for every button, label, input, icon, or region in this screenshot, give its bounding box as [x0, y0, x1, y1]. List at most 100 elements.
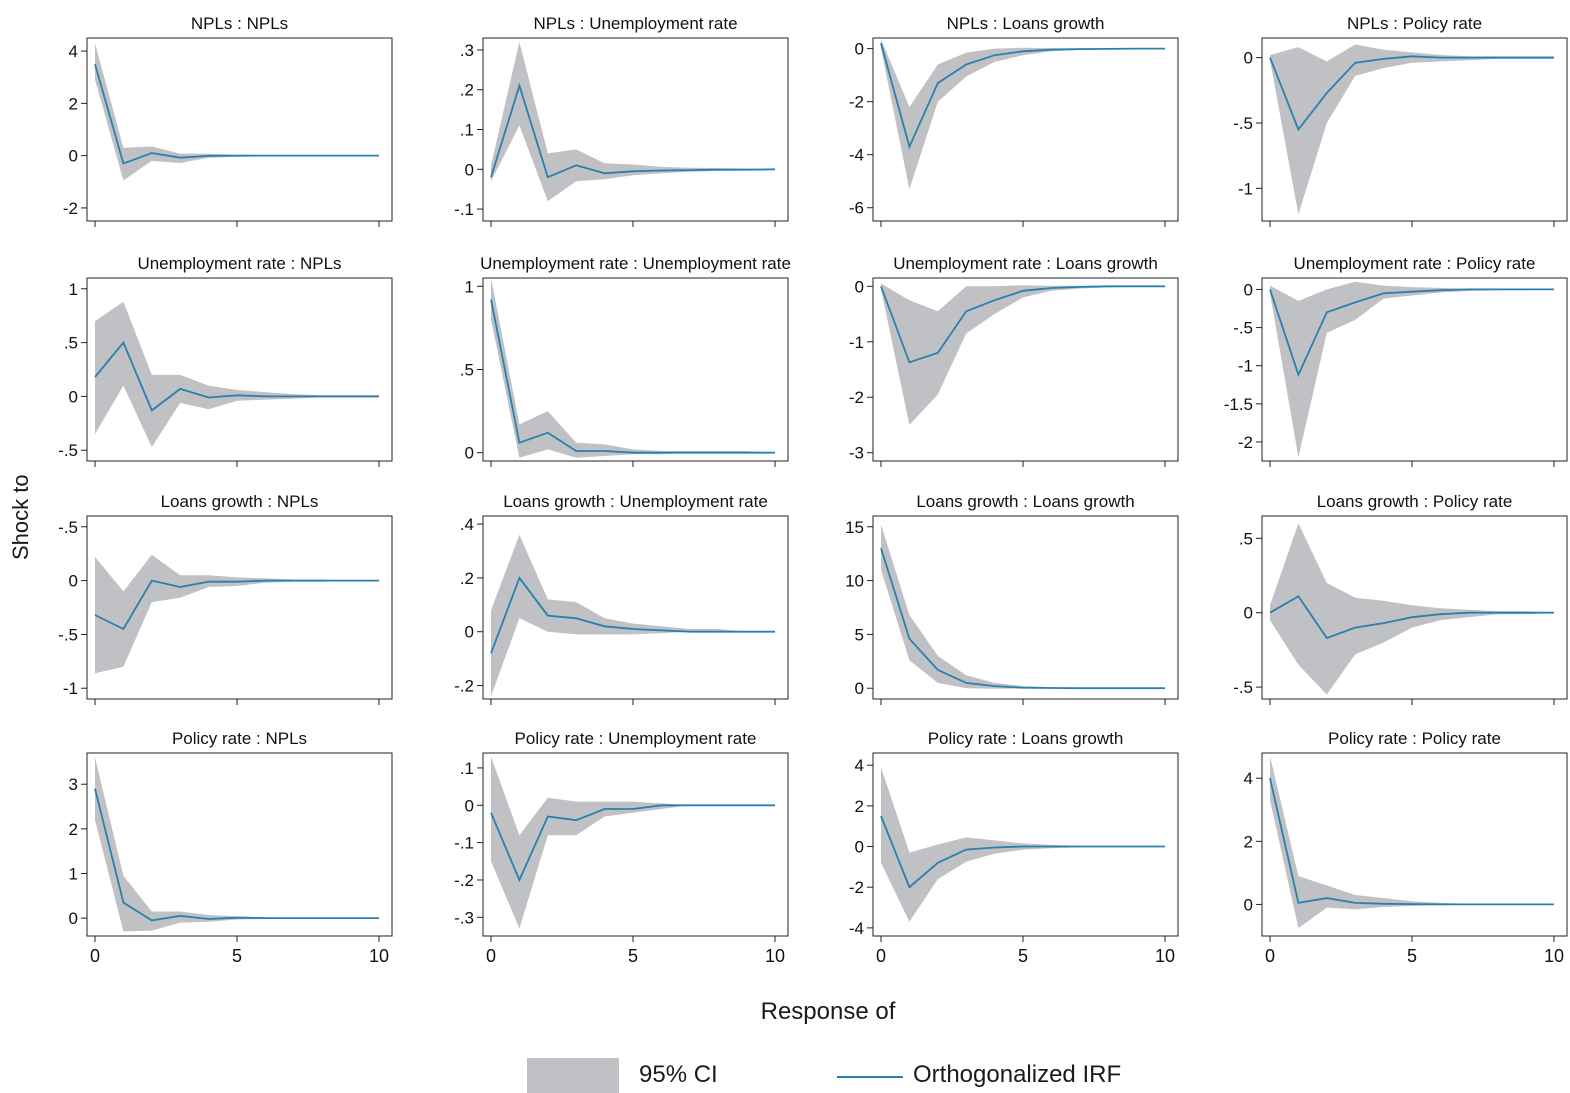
x-tick-label: 10 — [765, 946, 785, 966]
y-tick-label: -2 — [849, 878, 864, 897]
y-tick-label: 5 — [855, 625, 864, 644]
y-tick-label: -.1 — [454, 200, 474, 219]
y-tick-label: .2 — [460, 81, 474, 100]
y-tick-label: -1.5 — [1224, 395, 1253, 414]
irf-line — [880, 43, 1165, 150]
panel-title: NPLs : Policy rate — [1347, 14, 1482, 33]
panel-title: Unemployment rate : Policy rate — [1294, 254, 1536, 273]
irf-panel: Loans growth : NPLs -.5 0 -.5 -1 — [58, 492, 393, 705]
y-tick-label: .1 — [460, 121, 474, 140]
legend: 95% CI Orthogonalized IRF — [527, 1058, 1187, 1093]
panel-title: Policy rate : Policy rate — [1328, 729, 1501, 748]
panel-title: Policy rate : Loans growth — [928, 729, 1124, 748]
irf-panel: Policy rate : Loans growth 4 2 0 -2 -4 0 5 10 — [849, 729, 1179, 966]
y-tick-label: -.5 — [1233, 678, 1253, 697]
y-tick-label: .5 — [64, 334, 78, 353]
y-tick-label: -.2 — [454, 677, 474, 696]
irf-panel: Unemployment rate : Policy rate 0 -.5 -1 -1.… — [1224, 254, 1568, 467]
y-tick-label: -.3 — [454, 908, 474, 927]
panel-title: Policy rate : Unemployment rate — [515, 729, 757, 748]
irf-panel: NPLs : Unemployment rate .3 .2 .1 0 -.1 — [454, 14, 789, 227]
y-tick-label: 0 — [69, 909, 78, 928]
x-tick-label: 0 — [486, 946, 496, 966]
y-tick-label: 0 — [1244, 49, 1253, 68]
irf-line — [94, 579, 379, 631]
y-tick-label: 2 — [69, 820, 78, 839]
y-tick-label: .5 — [1239, 529, 1253, 548]
y-tick-label: 2 — [855, 797, 864, 816]
ci-band — [1270, 44, 1554, 215]
y-tick-label: -.1 — [454, 834, 474, 853]
panel-title: Loans growth : Loans growth — [916, 492, 1134, 511]
y-tick-label: -2 — [849, 388, 864, 407]
x-tick-label: 0 — [1265, 946, 1275, 966]
y-tick-label: 0 — [855, 277, 864, 296]
y-tick-label: -1 — [1238, 357, 1253, 376]
y-tick-label: .4 — [460, 515, 474, 534]
panel-frame — [1261, 37, 1568, 222]
y-tick-label: 10 — [845, 572, 864, 591]
y-tick-label: 1 — [69, 865, 78, 884]
panel-frame — [1261, 752, 1568, 937]
y-tick-label: 2 — [1244, 832, 1253, 851]
y-tick-label: 1 — [465, 277, 474, 296]
y-tick-label: .3 — [460, 41, 474, 60]
panel-title: Unemployment rate : Unemployment rate — [480, 254, 791, 273]
x-tick-label: 10 — [1544, 946, 1564, 966]
irf-panel: Policy rate : Policy rate 4 2 0 0 5 10 — [1244, 729, 1568, 966]
ci-band — [95, 43, 379, 181]
panel-frame — [86, 752, 393, 937]
x-tick-label: 10 — [369, 946, 389, 966]
y-tick-label: -1 — [63, 679, 78, 698]
y-tick-label: 0 — [465, 160, 474, 179]
panel-frame — [1261, 277, 1568, 462]
legend-irf-label: Orthogonalized IRF — [913, 1061, 1122, 1088]
panel-title: Loans growth : NPLs — [161, 492, 319, 511]
panel-title: Unemployment rate : NPLs — [137, 254, 341, 273]
irf-line — [1269, 55, 1554, 132]
x-tick-label: 0 — [90, 946, 100, 966]
y-tick-label: 2 — [69, 94, 78, 113]
x-tick-label: 5 — [1407, 946, 1417, 966]
panel-frame — [872, 37, 1179, 222]
y-tick-label: -2 — [1238, 433, 1253, 452]
ci-band — [881, 767, 1165, 922]
irf-panel: Unemployment rate : NPLs 1 .5 0 -.5 — [58, 254, 393, 467]
panel-frame — [482, 515, 789, 700]
y-tick-label: 4 — [855, 756, 864, 775]
ci-band — [1270, 281, 1554, 458]
y-tick-label: 0 — [465, 444, 474, 463]
y-tick-label: 0 — [69, 387, 78, 406]
y-axis-title: Shock to — [8, 474, 33, 560]
y-tick-label: -.5 — [1233, 114, 1253, 133]
ci-band — [95, 554, 379, 674]
ci-band — [491, 756, 775, 929]
ci-band — [881, 283, 1165, 425]
y-tick-label: 4 — [69, 42, 78, 61]
legend-ci-label: 95% CI — [639, 1061, 718, 1088]
irf-line — [1269, 778, 1554, 906]
y-tick-label: -2 — [63, 199, 78, 218]
ci-band — [95, 301, 379, 447]
panel-frame — [86, 37, 393, 222]
x-tick-label: 10 — [1155, 946, 1175, 966]
ci-band — [491, 278, 775, 458]
y-tick-label: 0 — [855, 679, 864, 698]
y-tick-label: 0 — [465, 623, 474, 642]
irf-line — [880, 815, 1165, 889]
x-axis-title: Response of — [760, 998, 896, 1025]
y-tick-label: .1 — [460, 759, 474, 778]
panel-title: Loans growth : Unemployment rate — [503, 492, 768, 511]
y-tick-label: -4 — [849, 919, 864, 938]
irf-panel: Loans growth : Unemployment rate .4 .2 0 -.2 — [454, 492, 789, 705]
irf-line — [490, 299, 775, 454]
legend-ci-swatch — [527, 1058, 619, 1093]
ci-band — [1270, 756, 1554, 929]
panel-title: Policy rate : NPLs — [172, 729, 307, 748]
irf-line — [490, 804, 775, 883]
y-tick-label: .2 — [460, 569, 474, 588]
y-tick-label: -.5 — [58, 625, 78, 644]
irf-panel: NPLs : Policy rate 0 -.5 -1 — [1233, 14, 1568, 227]
